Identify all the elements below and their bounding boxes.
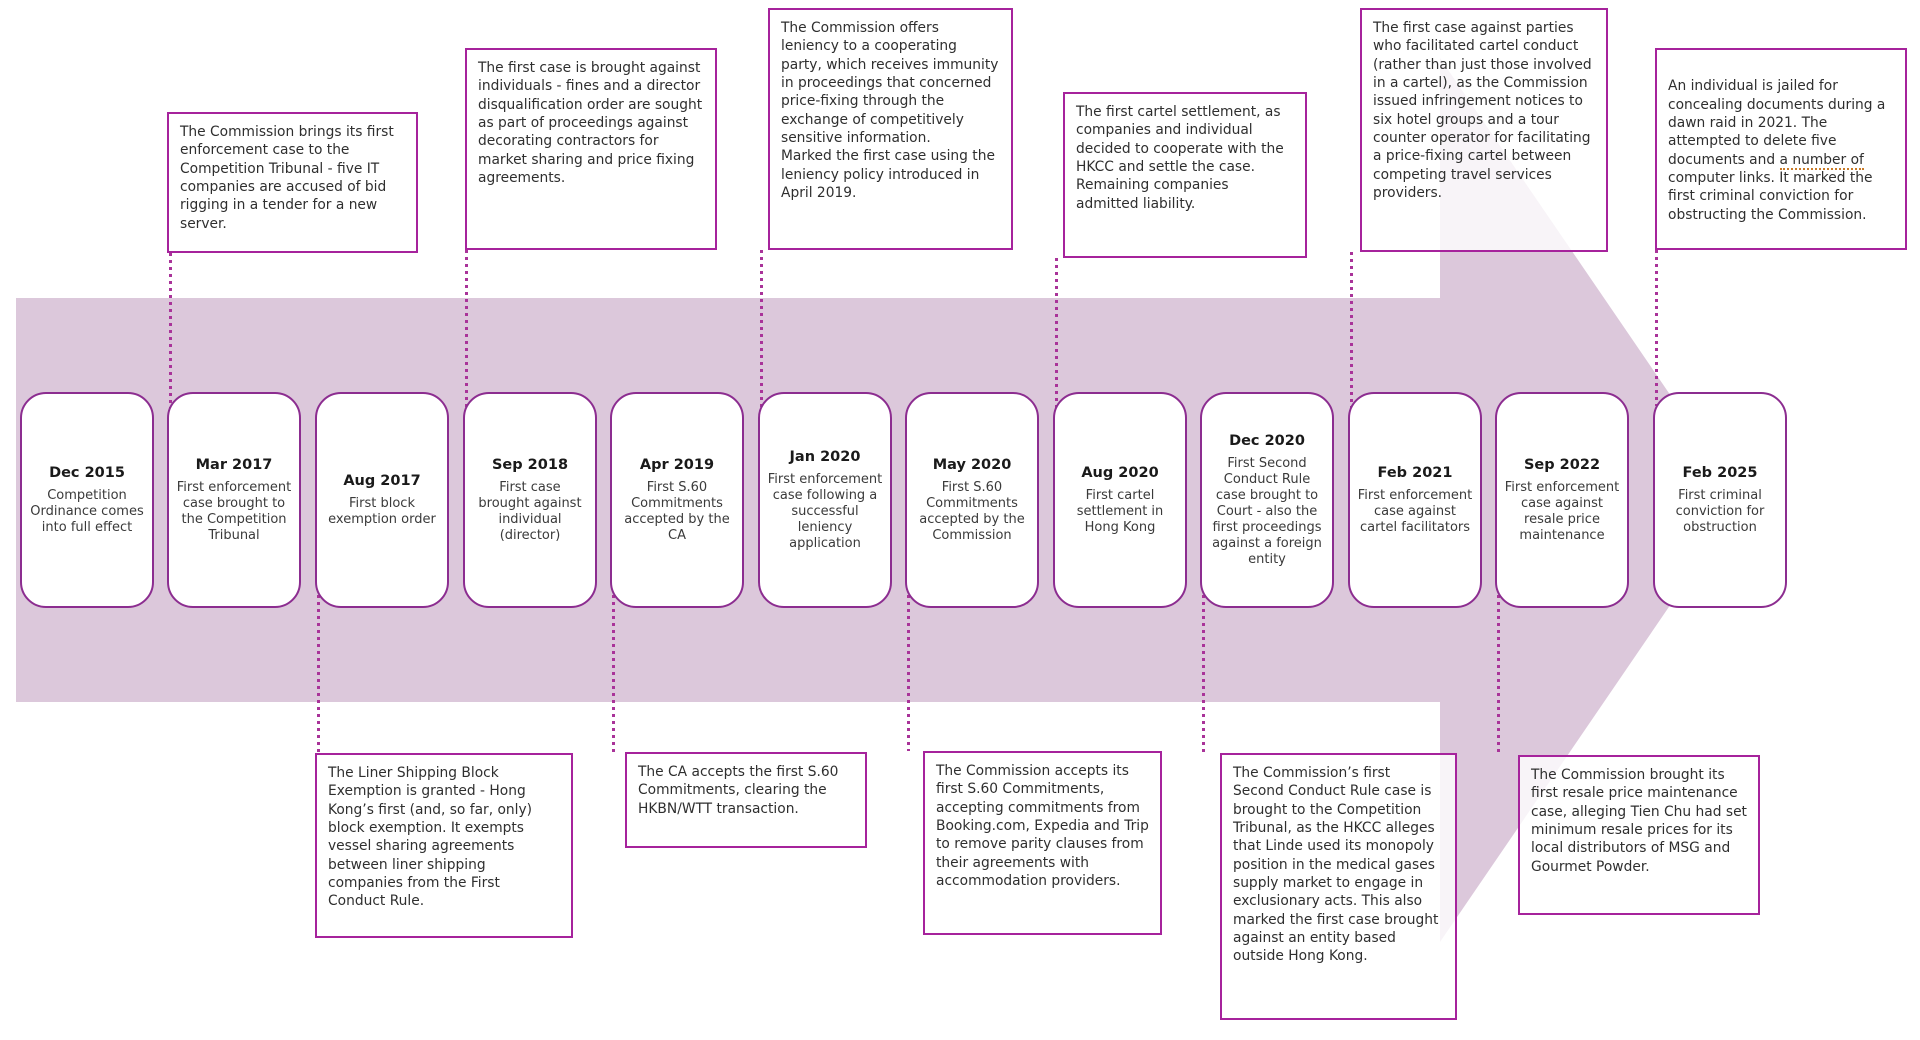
annotation-card-top-feb-2025: An individual is jailed for concealing d… (1655, 48, 1907, 250)
milestone-text: First enforcement case against resale pr… (1504, 479, 1620, 544)
connector-line (1497, 595, 1500, 755)
milestone-text: First enforcement case following a succe… (767, 471, 883, 552)
annotation-card-top-feb-2021: The first case against parties who facil… (1360, 8, 1608, 252)
annotation-card-top-sep-2018: The first case is brought against indivi… (465, 48, 717, 250)
connector-line (169, 253, 172, 412)
milestone-text: First criminal conviction for obstructio… (1675, 487, 1765, 536)
milestone-text: First cartel settlement in Hong Kong (1076, 487, 1164, 536)
milestone-card-feb-2021: Feb 2021 First enforcement case against … (1348, 392, 1482, 608)
milestone-card-aug-2020: Aug 2020 First cartel settlement in Hong… (1053, 392, 1187, 608)
annotation-card-bottom-dec-2020: The Commission’s first Second Conduct Ru… (1220, 753, 1457, 1020)
annotation-text: computer links. It marked the first crim… (1668, 170, 1873, 223)
milestone-card-jan-2020: Jan 2020 First enforcement case followin… (758, 392, 892, 608)
annotation-card-top-jan-2020: The Commission offers leniency to a coop… (768, 8, 1013, 250)
milestone-date: Feb 2021 (1377, 464, 1453, 481)
annotation-card-top-aug-2020: The first cartel settlement, as companie… (1063, 92, 1307, 258)
connector-line (907, 595, 910, 751)
annotation-text: An individual is jailed for concealing d… (1668, 78, 1886, 168)
milestone-text: First block exemption order (328, 495, 436, 528)
milestone-date: Mar 2017 (195, 456, 273, 473)
annotation-card-bottom-may-2020: The Commission accepts its first S.60 Co… (923, 751, 1162, 935)
milestone-card-dec-2015: Dec 2015 Competition Ordinance comes int… (20, 392, 154, 608)
connector-line (1350, 252, 1353, 412)
milestone-card-sep-2022: Sep 2022 First enforcement case against … (1495, 392, 1629, 608)
connector-line (1655, 250, 1658, 406)
annotation-card-bottom-aug-2017: The Liner Shipping Block Exemption is gr… (315, 753, 573, 938)
milestone-date: Aug 2020 (1081, 464, 1159, 481)
milestone-text: First Second Conduct Rule case brought t… (1212, 455, 1322, 568)
milestone-card-aug-2017: Aug 2017 First block exemption order (315, 392, 449, 608)
annotation-card-top-mar-2017: The Commission brings its first enforcem… (167, 112, 418, 253)
milestone-card-apr-2019: Apr 2019 First S.60 Commitments accepted… (610, 392, 744, 608)
milestone-text: First enforcement case against cartel fa… (1357, 487, 1473, 536)
connector-line (1202, 595, 1205, 753)
milestone-text: First S.60 Commitments accepted by the C… (624, 479, 730, 544)
milestone-date: Dec 2020 (1229, 432, 1305, 449)
milestone-date: Dec 2015 (49, 464, 125, 481)
annotation-card-bottom-sep-2022: The Commission brought its first resale … (1518, 755, 1760, 915)
milestone-card-may-2020: May 2020 First S.60 Commitments accepted… (905, 392, 1039, 608)
milestone-text: First S.60 Commitments accepted by the C… (919, 479, 1025, 544)
connector-line (760, 250, 763, 412)
milestone-date: Sep 2022 (1523, 456, 1601, 473)
annotation-card-bottom-apr-2019: The CA accepts the first S.60 Commitment… (625, 752, 867, 848)
milestone-date: Sep 2018 (491, 456, 569, 473)
milestone-card-sep-2018: Sep 2018 First case brought against indi… (463, 392, 597, 608)
connector-line (1055, 258, 1058, 412)
milestone-date: Apr 2019 (639, 456, 715, 473)
milestone-card-mar-2017: Mar 2017 First enforcement case brought … (167, 392, 301, 608)
milestone-card-feb-2025: Feb 2025 First criminal conviction for o… (1653, 392, 1787, 608)
connector-line (465, 250, 468, 412)
milestone-text: First enforcement case brought to the Co… (176, 479, 292, 544)
milestone-date: May 2020 (932, 456, 1012, 473)
milestone-text: Competition Ordinance comes into full ef… (30, 487, 144, 536)
milestone-date: Aug 2017 (343, 472, 421, 489)
milestone-text: First case brought against individual (d… (478, 479, 582, 544)
grammar-underlined-text: a number of (1779, 151, 1864, 170)
connector-line (612, 595, 615, 752)
milestone-date: Feb 2025 (1682, 464, 1758, 481)
milestone-card-dec-2020: Dec 2020 First Second Conduct Rule case … (1200, 392, 1334, 608)
milestone-date: Jan 2020 (789, 448, 861, 465)
connector-line (317, 595, 320, 753)
